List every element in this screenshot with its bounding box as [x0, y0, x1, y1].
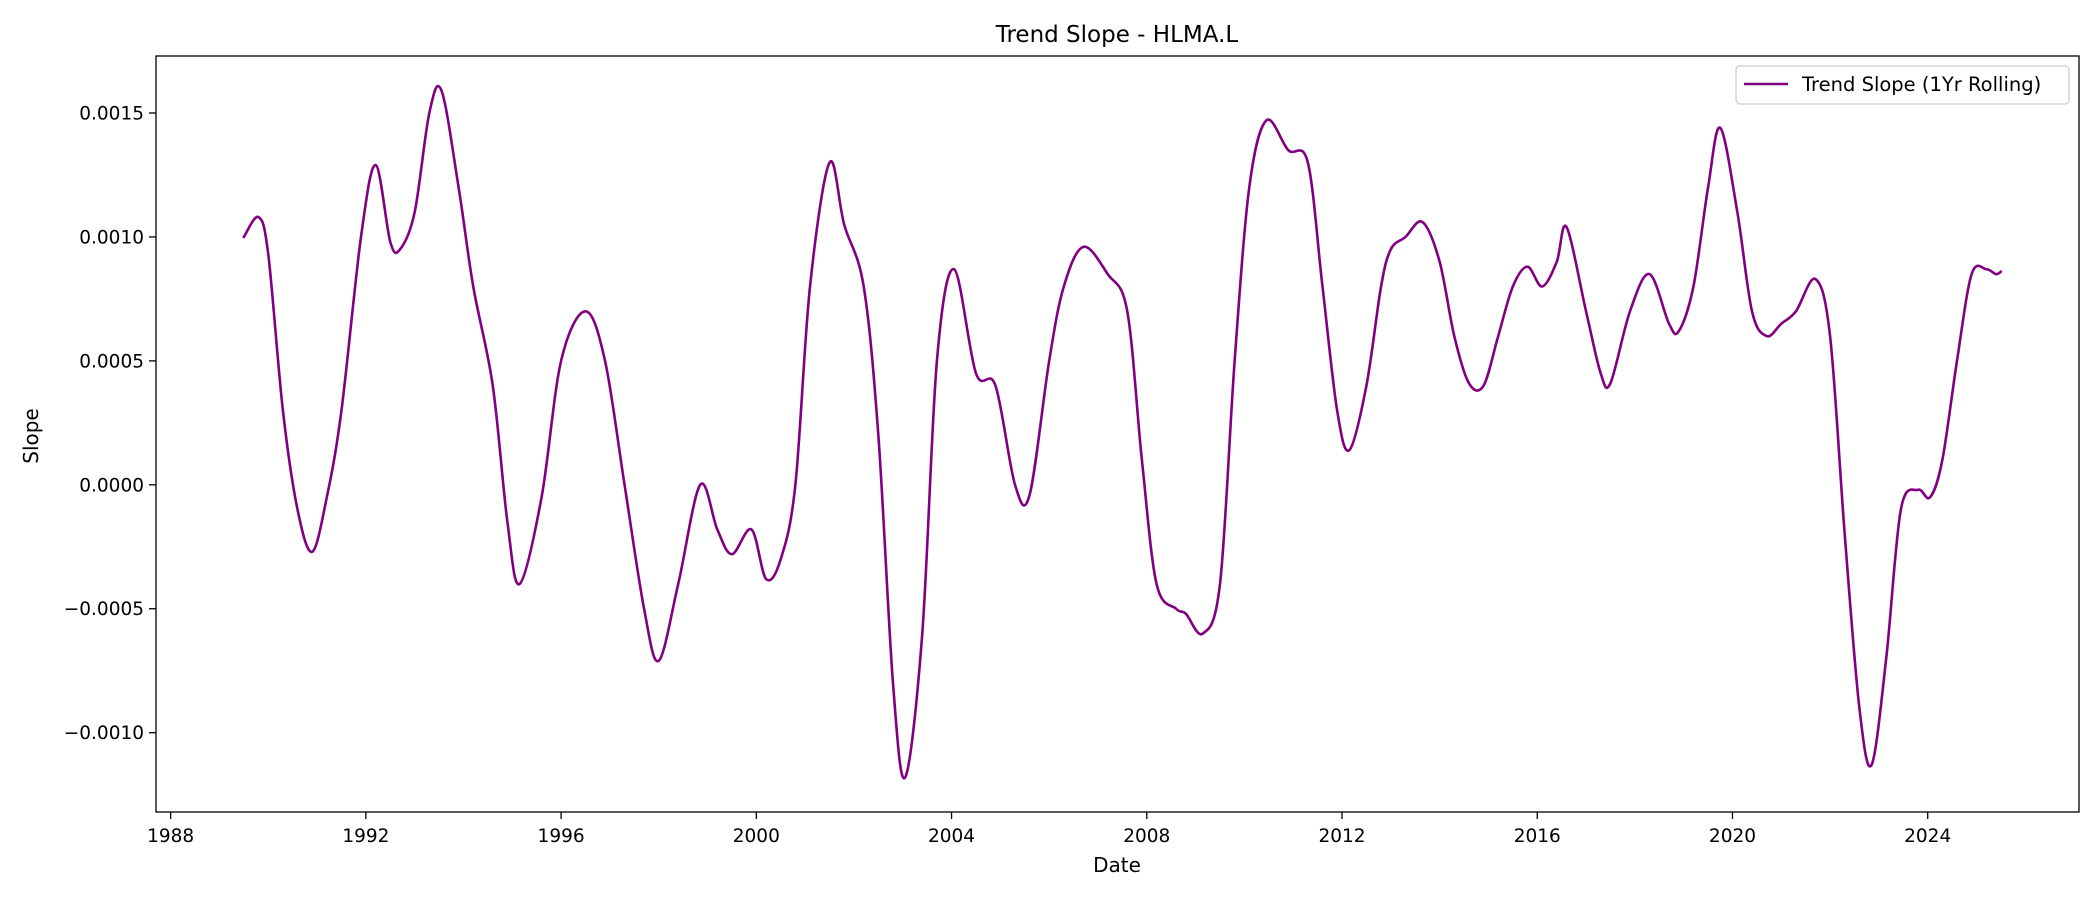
x-tick-label: 1992 — [342, 826, 389, 847]
x-axis-label: Date — [1093, 853, 1141, 877]
y-tick-label: 0.0000 — [79, 475, 144, 496]
y-tick-label: 0.0015 — [79, 104, 144, 125]
plot-frame — [155, 55, 2080, 813]
y-axis-label: Slope — [19, 408, 43, 464]
y-tick-label: 0.0005 — [79, 351, 144, 372]
y-tick-label: −0.0005 — [64, 599, 144, 620]
legend-box — [1735, 65, 2070, 105]
plot-area — [156, 56, 2079, 812]
y-tick-label: 0.0010 — [79, 227, 144, 248]
x-tick-label: 1996 — [538, 826, 585, 847]
chart-title: Trend Slope - HLMA.L — [995, 22, 1239, 48]
x-tick-label: 2008 — [1123, 826, 1170, 847]
y-tick-label: −0.0010 — [64, 723, 144, 744]
y-axis-ticks: −0.0010 −0.0005 0.0000 0.0005 0.0010 0.0015 — [64, 104, 156, 744]
x-tick-label: 2020 — [1709, 826, 1756, 847]
x-tick-label: 2024 — [1904, 826, 1951, 847]
x-tick-label: 2016 — [1514, 826, 1561, 847]
x-tick-label: 2000 — [733, 826, 780, 847]
legend-label: Trend Slope (1Yr Rolling) — [1801, 73, 2041, 96]
x-axis-ticks: 1988 1992 1996 2000 2004 2008 2012 2016 2020 2024 — [147, 812, 1951, 847]
series-line-trend-slope — [242, 84, 2003, 780]
x-tick-label: 1988 — [147, 826, 194, 847]
legend: Trend Slope (1Yr Rolling) — [1735, 65, 2070, 105]
x-tick-label: 2012 — [1318, 826, 1365, 847]
x-tick-label: 2004 — [928, 826, 975, 847]
